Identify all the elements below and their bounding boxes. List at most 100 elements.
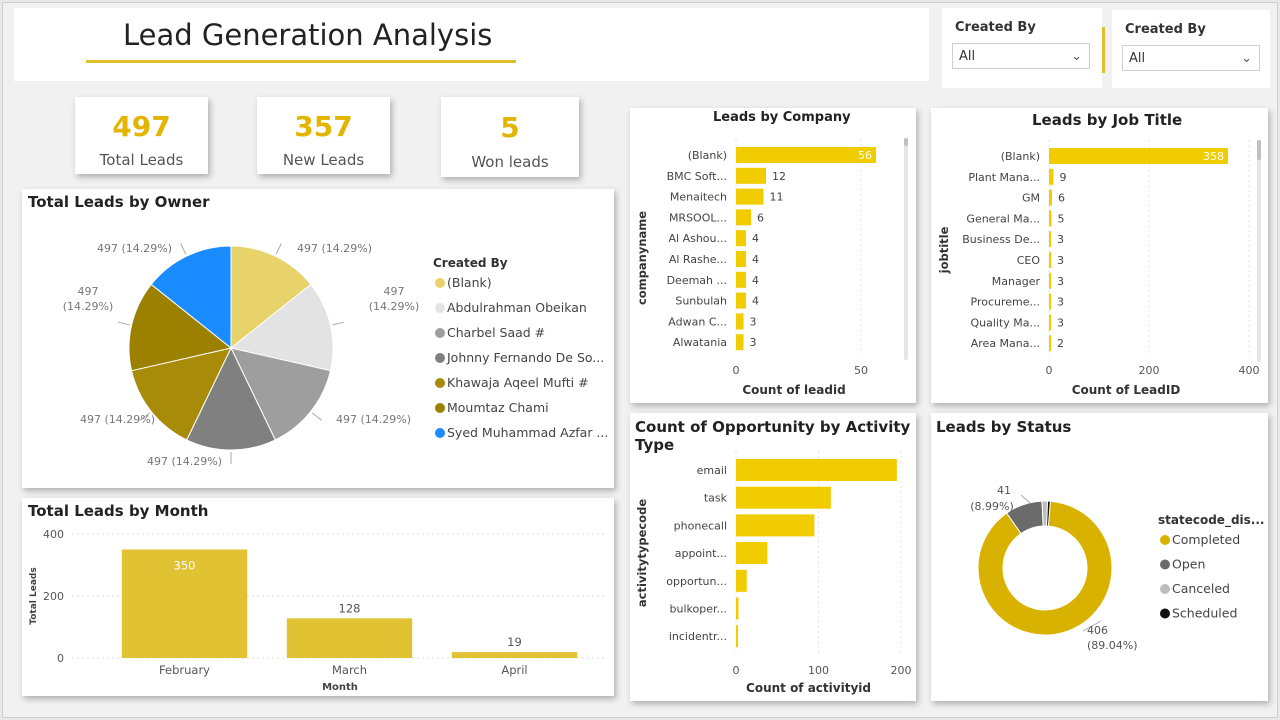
- data-label: 497: [384, 285, 405, 298]
- data-label: 3: [1057, 233, 1064, 246]
- kpi-value: 357: [294, 110, 353, 143]
- leader-line: [1082, 620, 1102, 632]
- bar: [1049, 189, 1052, 206]
- donut-slice: [977, 500, 1113, 636]
- bar: [736, 625, 738, 648]
- y-tick-label: General Ma...: [966, 212, 1040, 225]
- jobtitle-bar-title: Leads by Job Title: [1032, 111, 1183, 129]
- slicer-label: Created By: [955, 20, 1036, 35]
- legend-item: Abdulrahman Obeikan: [447, 300, 587, 315]
- y-tick-label: 400: [43, 528, 64, 541]
- chevron-down-icon: ⌄: [1071, 49, 1082, 64]
- x-tick-label: 0: [733, 364, 740, 377]
- x-tick-label: 50: [854, 364, 868, 377]
- bar: [736, 514, 815, 537]
- kpi-card-total-leads: 497 Total Leads: [75, 97, 208, 174]
- data-label: 350: [174, 559, 196, 573]
- legend-item: Scheduled: [1172, 606, 1237, 621]
- y-axis-label: jobtitle: [937, 226, 951, 274]
- data-label: 4: [752, 295, 759, 308]
- legend-item: Open: [1172, 557, 1205, 572]
- pie-slice: [230, 347, 332, 441]
- leader-line: [117, 321, 130, 326]
- data-label: (14.29%): [63, 300, 114, 313]
- bar: [1049, 148, 1228, 164]
- pie-slice: [229, 283, 334, 372]
- created-by-dropdown[interactable]: All ⌄: [952, 43, 1090, 69]
- jobtitle-bar-chart: 0 200 400 (Blank) 358 Plant Mana... 9 GM 6 Genera…: [937, 140, 1261, 397]
- month-bar-card: Total Leads by Month 0 200 400 350 February 1…: [22, 498, 614, 696]
- bar: [736, 292, 746, 309]
- kpi-value: 5: [500, 111, 520, 144]
- x-axis-label: Count of leadid: [742, 383, 845, 397]
- jobtitle-bar-card: Leads by Job Title 0 200 400 (Blank) 358 Plan…: [931, 108, 1268, 403]
- x-tick-label: 100: [808, 664, 829, 677]
- bar: [1049, 314, 1051, 331]
- data-label: 12: [772, 170, 786, 183]
- legend-marker: [435, 428, 445, 438]
- y-tick-label: (Blank): [688, 149, 727, 162]
- created-by-dropdown[interactable]: All ⌄: [1122, 45, 1260, 71]
- y-tick-label: incidentr...: [669, 630, 727, 643]
- status-donut-chart: 406 (89.04%) 41 (8.99%) statecode_dis... Comp…: [970, 484, 1264, 652]
- bar: [1049, 272, 1051, 289]
- company-bar-card: Leads by Company 0 50 (Blank) 56 BMC Soft...…: [630, 108, 916, 403]
- data-label: 128: [339, 601, 361, 615]
- x-axis-label: Count of LeadID: [1072, 383, 1181, 397]
- bar: [1049, 210, 1052, 227]
- kpi-label: New Leads: [282, 151, 365, 169]
- y-tick-label: 200: [43, 590, 64, 603]
- data-label: 41: [997, 484, 1011, 497]
- slicer-label: Created By: [1125, 22, 1206, 37]
- bar: [736, 313, 744, 330]
- bar: [736, 542, 768, 565]
- title-underline: [86, 60, 516, 63]
- x-axis-label: Count of activityid: [746, 681, 871, 695]
- x-tick-label: April: [501, 663, 527, 677]
- x-tick-label: 400: [1239, 364, 1260, 377]
- bar: [736, 209, 751, 226]
- month-bar-title: Total Leads by Month: [28, 502, 209, 520]
- y-tick-label: GM: [1022, 192, 1040, 205]
- y-axis-label: activitytypecode: [635, 499, 649, 607]
- legend-marker: [1160, 535, 1170, 545]
- y-tick-label: opportun...: [666, 575, 727, 588]
- data-label: 497 (14.29%): [336, 413, 411, 426]
- leader-line: [139, 412, 151, 421]
- y-tick-label: bulkoper...: [670, 603, 727, 616]
- data-label: 406: [1087, 624, 1108, 637]
- status-donut-card: Leads by Status 406 (89.04%) 41 (8.99%) stat…: [931, 413, 1268, 701]
- bar: [286, 618, 413, 658]
- company-bar-chart: 0 50 (Blank) 56 BMC Soft... 12 Menaitech 11 MRSO…: [635, 138, 908, 397]
- data-label: 5: [1058, 212, 1065, 225]
- bar: [736, 167, 766, 184]
- bar: [1049, 231, 1051, 248]
- y-tick-label: Area Mana...: [971, 337, 1040, 350]
- leader-line: [332, 321, 345, 326]
- bar: [736, 251, 746, 267]
- bar: [736, 147, 876, 163]
- y-tick-label: CEO: [1017, 254, 1041, 267]
- x-tick-label: 200: [1139, 364, 1160, 377]
- legend-marker: [1160, 584, 1170, 594]
- legend-marker: [435, 403, 445, 413]
- pie-slice: [130, 347, 232, 441]
- leader-line: [311, 412, 323, 421]
- activity-bar-title: Count of Opportunity by Activity Type: [635, 418, 911, 454]
- data-label: 3: [750, 315, 757, 328]
- status-donut-title: Leads by Status: [936, 418, 1072, 436]
- pie-slice: [230, 245, 312, 350]
- y-tick-label: Deemah ...: [667, 274, 727, 287]
- bar: [451, 652, 578, 658]
- data-label: 3: [1057, 316, 1064, 329]
- pie-slice: [186, 346, 276, 451]
- owner-pie-title: Total Leads by Owner: [28, 193, 210, 211]
- data-label: 4: [752, 232, 759, 245]
- y-tick-label: Alwatania: [673, 336, 727, 349]
- scrollbar-track: [1257, 140, 1261, 362]
- data-label: 6: [1058, 192, 1065, 205]
- y-tick-label: (Blank): [1001, 150, 1040, 163]
- activity-bar-chart: 0 100 200 email task phonecall appoint... oppor…: [635, 451, 912, 695]
- leader-line: [275, 243, 282, 255]
- kpi-card-new-leads: 357 New Leads: [257, 97, 390, 174]
